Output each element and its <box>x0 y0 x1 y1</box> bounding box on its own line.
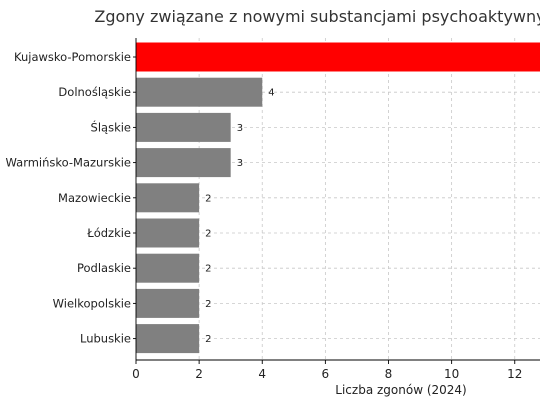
bar <box>136 288 200 318</box>
x-tick-label: 8 <box>385 367 393 381</box>
category-label: Dolnośląskie <box>58 85 131 99</box>
bar <box>136 253 200 283</box>
bar <box>136 112 231 142</box>
x-axis-title: Liczba zgonów (2024) <box>335 383 466 397</box>
bar <box>136 77 263 107</box>
category-label: Wielkopolskie <box>53 296 131 310</box>
bar <box>136 42 540 72</box>
bar <box>136 324 200 354</box>
bar <box>136 218 200 248</box>
category-label: Mazowieckie <box>58 191 131 205</box>
bar <box>136 183 200 213</box>
bars <box>136 42 540 354</box>
x-tick-label: 4 <box>258 367 266 381</box>
data-label: 2 <box>205 334 211 345</box>
data-label: 2 <box>205 299 211 310</box>
category-label: Śląskie <box>91 119 131 134</box>
x-tick-label: 6 <box>322 367 330 381</box>
x-tick-label: 0 <box>132 367 140 381</box>
data-label: 2 <box>205 193 211 204</box>
chart-title: Zgony związane z nowymi substancjami psy… <box>94 7 540 26</box>
category-label: Warmińsko-Mazurskie <box>6 156 131 170</box>
data-label: 4 <box>268 88 274 99</box>
x-ticks: 0 2 4 6 8 10 12 <box>132 56 522 381</box>
category-label: Lubuskie <box>80 332 131 346</box>
x-tick-label: 12 <box>507 367 522 381</box>
data-label: 3 <box>237 158 243 169</box>
category-labels: Kujawsko-Pomorskie Dolnośląskie 4 Śląskie 3 W… <box>6 50 275 346</box>
data-label: 3 <box>237 123 243 134</box>
category-label: Łódzkie <box>86 226 131 240</box>
x-tick-label: 10 <box>444 367 459 381</box>
category-label: Kujawsko-Pomorskie <box>14 50 131 64</box>
x-tick-label: 2 <box>195 367 203 381</box>
data-label: 2 <box>205 229 211 240</box>
category-label: Podlaskie <box>77 261 131 275</box>
data-label: 2 <box>205 264 211 275</box>
bar <box>136 148 231 178</box>
